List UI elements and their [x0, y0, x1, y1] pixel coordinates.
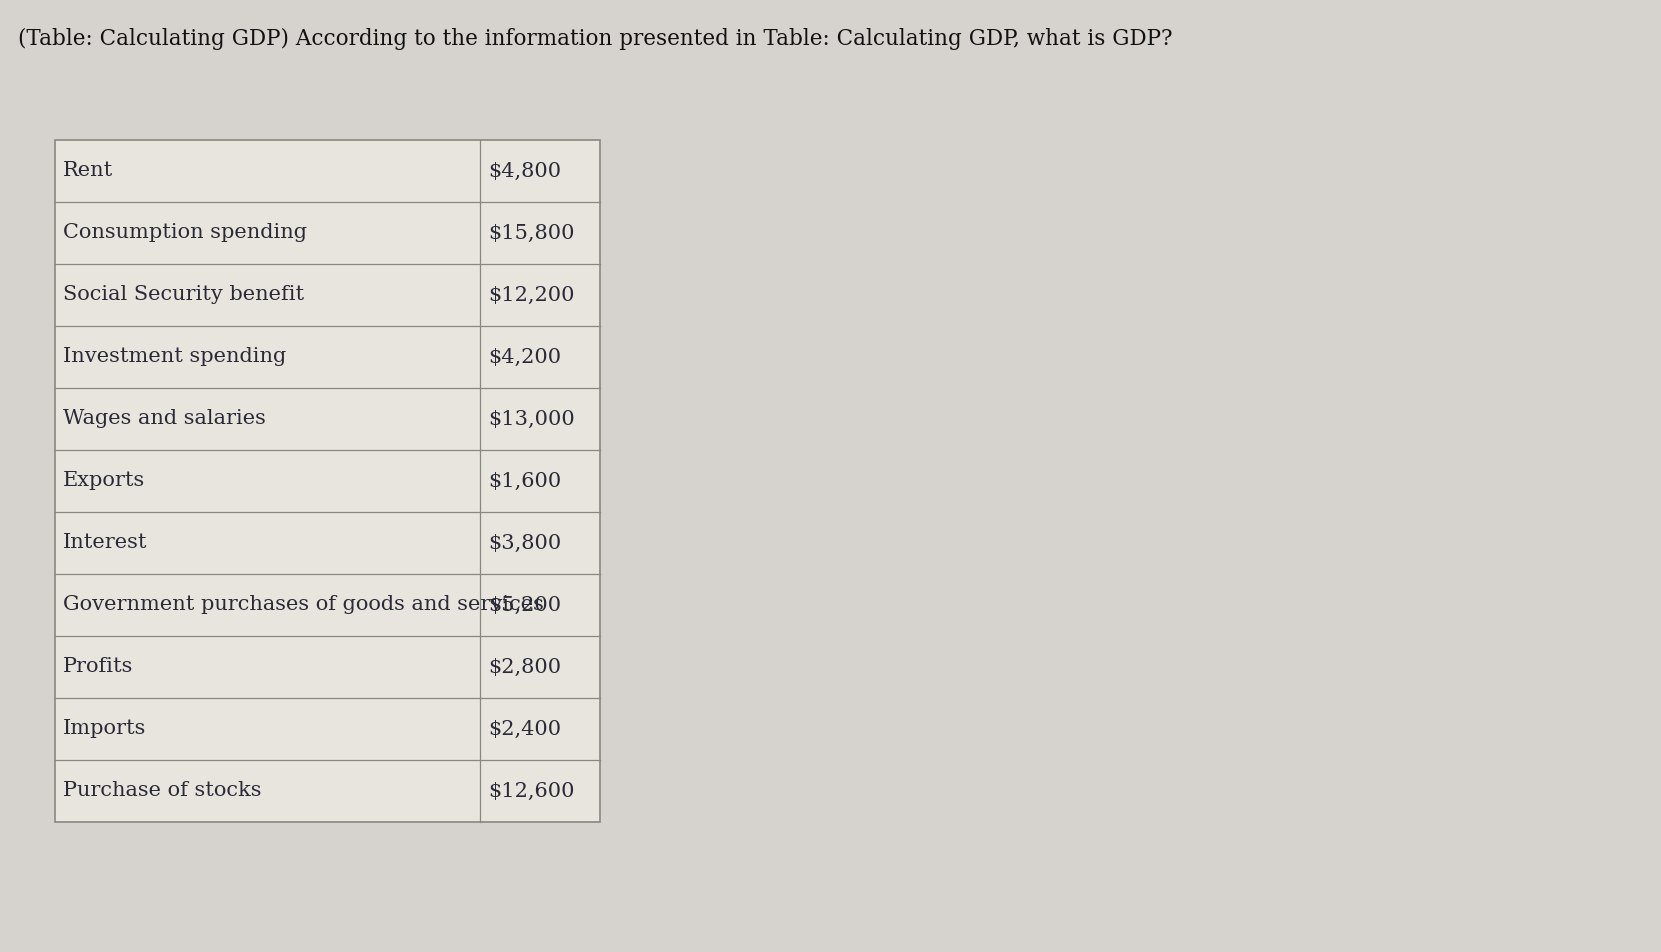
Text: Exports: Exports — [63, 471, 145, 490]
Text: $2,400: $2,400 — [488, 720, 561, 739]
Text: Government purchases of goods and services: Government purchases of goods and servic… — [63, 596, 543, 614]
Text: Social Security benefit: Social Security benefit — [63, 286, 304, 305]
Text: $12,200: $12,200 — [488, 286, 575, 305]
Text: Consumption spending: Consumption spending — [63, 224, 307, 243]
Text: Imports: Imports — [63, 720, 146, 739]
Text: $1,600: $1,600 — [488, 471, 561, 490]
Text: $15,800: $15,800 — [488, 224, 575, 243]
Text: Investment spending: Investment spending — [63, 347, 286, 367]
Text: $12,600: $12,600 — [488, 782, 575, 801]
Bar — [55, 140, 600, 822]
Text: $4,800: $4,800 — [488, 162, 561, 181]
Text: $5,200: $5,200 — [488, 596, 561, 614]
Text: Interest: Interest — [63, 533, 148, 552]
Text: Rent: Rent — [63, 162, 113, 181]
Text: $4,200: $4,200 — [488, 347, 561, 367]
Text: $2,800: $2,800 — [488, 658, 561, 677]
Text: Profits: Profits — [63, 658, 133, 677]
Text: $13,000: $13,000 — [488, 409, 575, 428]
Text: (Table: Calculating GDP) According to the information presented in Table: Calcul: (Table: Calculating GDP) According to th… — [18, 28, 1173, 50]
Text: $3,800: $3,800 — [488, 533, 561, 552]
Bar — [55, 140, 600, 822]
Text: Wages and salaries: Wages and salaries — [63, 409, 266, 428]
Text: Purchase of stocks: Purchase of stocks — [63, 782, 261, 801]
